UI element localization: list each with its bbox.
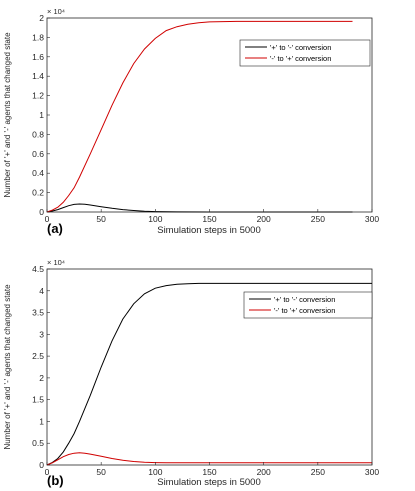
x-tick-label: 200 bbox=[257, 467, 271, 477]
x-tick-label: 50 bbox=[96, 467, 106, 477]
tick-layer: 0 50 100 150 200 250 300 0 0.5 1 1.5 2 2.5 3 3.5 4 4.5 bbox=[32, 264, 379, 477]
y-multiplier: × 10⁴ bbox=[47, 258, 65, 267]
y-tick-label: 1.2 bbox=[32, 91, 44, 101]
x-axis-label: Simulation steps in 5000 bbox=[157, 225, 261, 236]
series-line-2 bbox=[46, 20, 353, 213]
legend-box bbox=[243, 291, 373, 319]
x-tick-label: 200 bbox=[257, 214, 271, 224]
y-axis-label: Number of '+' and '-' agents that change… bbox=[3, 284, 12, 450]
tick-layer: 0 50 100 150 200 250 300 0 0.2 0.4 0.6 0.8 1 1.2 1.4 1.… bbox=[32, 13, 379, 224]
legend-label-series-2: '-' to '+' conversion bbox=[274, 306, 335, 315]
y-tick-label: 0.6 bbox=[32, 149, 44, 159]
y-tick-label: 1.6 bbox=[32, 52, 44, 62]
y-tick-label: 4 bbox=[39, 286, 44, 296]
series-line-1 bbox=[46, 282, 372, 466]
x-tick-label: 100 bbox=[148, 467, 162, 477]
x-tick-label: 150 bbox=[202, 467, 216, 477]
y-tick-label: 1.8 bbox=[32, 32, 44, 42]
chart-panel-a: 0 50 100 150 200 250 300 0 0.2 0.4 0.6 0.8 1 1.2 1.4 1.… bbox=[3, 7, 379, 236]
legend: '+' to '-' conversion '-' to '+' convers… bbox=[239, 39, 371, 67]
y-tick-label: 0 bbox=[39, 207, 44, 217]
y-tick-label: 1.5 bbox=[32, 395, 44, 405]
legend-label-series-2: '-' to '+' conversion bbox=[270, 54, 331, 63]
y-tick-label: 3.5 bbox=[32, 308, 44, 318]
y-tick-label: 3 bbox=[39, 329, 44, 339]
y-tick-label: 1 bbox=[39, 416, 44, 426]
y-tick-label: 1 bbox=[39, 110, 44, 120]
panel-label: (a) bbox=[47, 221, 63, 236]
y-tick-label: 0.5 bbox=[32, 438, 44, 448]
series-layer bbox=[46, 20, 353, 213]
y-tick-label: 0.8 bbox=[32, 129, 44, 139]
y-tick-label: 0.2 bbox=[32, 188, 44, 198]
x-tick-label: 300 bbox=[365, 467, 379, 477]
panel-label: (b) bbox=[47, 473, 64, 488]
x-tick-label: 150 bbox=[202, 214, 216, 224]
legend-label-series-1: '+' to '-' conversion bbox=[274, 295, 335, 304]
x-tick-label: 50 bbox=[96, 214, 106, 224]
y-tick-label: 1.4 bbox=[32, 71, 44, 81]
y-multiplier: × 10⁴ bbox=[47, 7, 65, 16]
y-tick-label: 0 bbox=[39, 460, 44, 470]
x-tick-label: 250 bbox=[311, 467, 325, 477]
y-tick-label: 2.5 bbox=[32, 351, 44, 361]
x-axis-label: Simulation steps in 5000 bbox=[157, 477, 261, 488]
x-tick-label: 300 bbox=[365, 214, 379, 224]
x-tick-label: 250 bbox=[311, 214, 325, 224]
chart-panel-b: 0 50 100 150 200 250 300 0 0.5 1 1.5 2 2.5 3 3.5 4 4.5 ×… bbox=[3, 258, 379, 488]
x-tick-label: 0 bbox=[45, 467, 50, 477]
legend: '+' to '-' conversion '-' to '+' convers… bbox=[243, 291, 373, 319]
series-line-2 bbox=[46, 452, 372, 466]
y-tick-label: 4.5 bbox=[32, 264, 44, 274]
x-tick-label: 100 bbox=[148, 214, 162, 224]
legend-box bbox=[239, 39, 371, 67]
series-layer bbox=[46, 282, 372, 466]
y-tick-label: 0.4 bbox=[32, 168, 44, 178]
y-tick-label: 2 bbox=[39, 373, 44, 383]
series-line-1 bbox=[46, 203, 353, 213]
y-axis-label: Number of '+' and '-' agents that change… bbox=[3, 32, 12, 198]
legend-label-series-1: '+' to '-' conversion bbox=[270, 43, 331, 52]
y-tick-label: 2 bbox=[39, 13, 44, 23]
x-tick-label: 0 bbox=[45, 214, 50, 224]
